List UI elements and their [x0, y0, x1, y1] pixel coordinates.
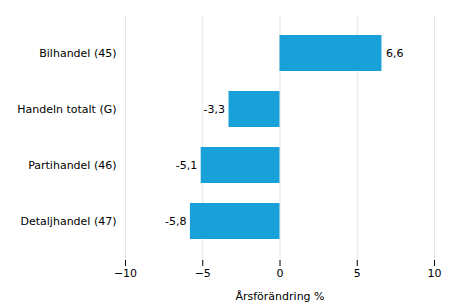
svg-text:Årsförändring %: Årsförändring % — [235, 290, 324, 302]
svg-text:5: 5 — [354, 267, 361, 280]
svg-text:-5,1: -5,1 — [176, 159, 197, 172]
svg-text:-3,3: -3,3 — [204, 103, 225, 116]
svg-text:-5,8: -5,8 — [165, 215, 186, 228]
svg-text:0: 0 — [277, 267, 284, 280]
svg-text:Partihandel (46): Partihandel (46) — [28, 159, 116, 172]
svg-text:−5: −5 — [195, 267, 211, 280]
svg-text:6,6: 6,6 — [386, 47, 404, 60]
svg-text:10: 10 — [428, 267, 442, 280]
svg-text:−10: −10 — [114, 267, 137, 280]
svg-text:Handeln totalt (G): Handeln totalt (G) — [17, 103, 116, 116]
svg-text:Detaljhandel (47): Detaljhandel (47) — [21, 215, 117, 228]
svg-text:Bilhandel (45): Bilhandel (45) — [39, 47, 116, 60]
